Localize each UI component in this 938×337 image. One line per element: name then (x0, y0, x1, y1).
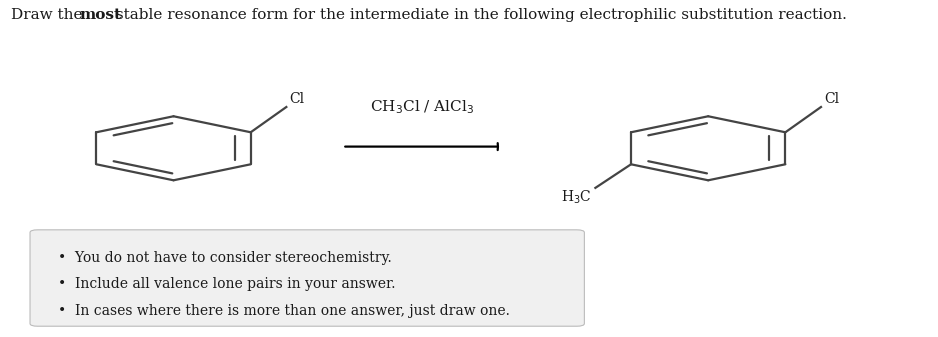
Text: stable resonance form for the intermediate in the following electrophilic substi: stable resonance form for the intermedia… (111, 8, 847, 23)
Text: •  In cases where there is more than one answer, just draw one.: • In cases where there is more than one … (58, 304, 510, 318)
FancyBboxPatch shape (30, 230, 584, 326)
Text: most: most (80, 8, 122, 23)
Text: CH$_3$Cl / AlCl$_3$: CH$_3$Cl / AlCl$_3$ (370, 98, 475, 116)
Text: Draw the: Draw the (11, 8, 87, 23)
Text: Cl: Cl (824, 92, 839, 105)
Text: H$_3$C: H$_3$C (561, 189, 592, 206)
Text: •  You do not have to consider stereochemistry.: • You do not have to consider stereochem… (58, 251, 392, 265)
Text: Cl: Cl (289, 92, 304, 105)
Text: •  Include all valence lone pairs in your answer.: • Include all valence lone pairs in your… (58, 277, 396, 292)
